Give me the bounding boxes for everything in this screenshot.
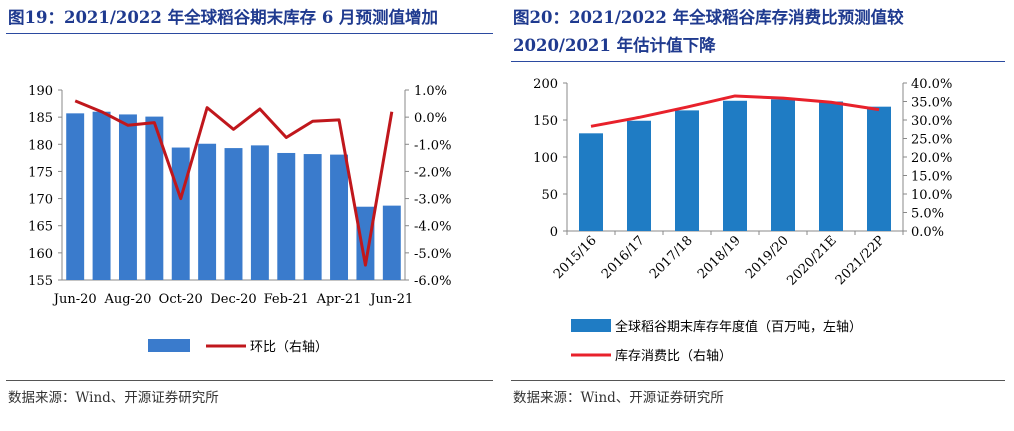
bar-Apr-21 [330,154,349,280]
bar-Jan-21 [250,145,269,280]
figure-20-title-line2: 2020/2021 年估计值下降 [513,36,716,55]
right-y-tick-label: 20.0% [911,151,952,166]
bar-2019/20 [771,99,795,231]
figure-20-chart: 0 50 100 150 200 0.0% 5.0% 10.0% 15.0% 20.0% 25.0%… [533,77,952,364]
figure-19-panel: 图19：2021/2022 年全球稻谷期末库存 6 月预测值增加 155 160 1… [0,0,497,431]
left-y-tick-label: 200 [533,77,558,92]
right-y-tick-label: 40.0% [911,77,952,92]
right-y-tick-label: 35.0% [911,96,952,111]
right-y-tick-label: -1.0% [414,138,451,153]
x-tick-label: 2021/22P [833,233,888,288]
bar-2015/16 [579,133,603,231]
right-y-tick-label: -5.0% [414,247,451,262]
bar-Nov-20 [198,143,217,280]
bar-Dec-20 [224,148,243,280]
right-y-tick-label: 0.0% [414,111,447,126]
x-tick-label: Jun-21 [368,292,413,307]
left-y-tick-label: 50 [541,188,558,203]
right-y-tick-label: 1.0% [414,84,447,99]
figure-20-source: 数据来源：Wind、开源证券研究所 [513,390,724,406]
x-tick-label: 2018/19 [695,233,744,282]
right-y-tick-label: -6.0% [414,274,451,289]
x-tick-label: Dec-20 [210,292,256,307]
source-rule [6,380,493,381]
right-y-tick-label: 25.0% [911,133,952,148]
bar-Feb-21 [277,152,296,280]
bar-Sep-20 [145,116,164,280]
x-tick-label: Oct-20 [159,292,203,307]
x-tick-label: 2019/20 [743,233,792,282]
figure-19-title: 图19：2021/2022 年全球稻谷期末库存 6 月预测值增加 [8,8,439,27]
left-y-tick-label: 0 [550,225,558,240]
left-y-tick-label: 100 [533,151,558,166]
bar-2017/18 [675,110,699,231]
bar-Jul-20 [92,111,111,280]
left-y-tick-label: 155 [28,274,53,289]
right-y-tick-label: -3.0% [414,193,451,208]
x-tick-label: 2016/17 [599,233,648,282]
left-y-tick-label: 190 [28,84,53,99]
legend-bar-label: 全球稻谷期末库存年度值（百万吨，左轴） [615,319,862,335]
bar-2020/21E [819,101,843,231]
left-y-tick-label: 175 [28,165,53,180]
left-y-tick-label: 150 [533,114,558,129]
bar-2018/19 [723,100,747,231]
left-y-tick-label: 180 [28,138,53,153]
figure-19-chart: 155 160 165 170 175 180 185 190 1.0% 0.0% -1.0% -2.… [28,84,451,355]
legend-line-label: 库存消费比（右轴） [615,348,732,364]
right-y-tick-label: 15.0% [911,170,952,185]
left-y-tick-label: 160 [28,247,53,262]
title-rule [6,33,493,34]
figure-20-panel: 图20：2021/2022 年全球稻谷库存消费比预测值较 2020/2021 年… [505,0,1014,431]
x-tick-label: Aug-20 [103,292,151,307]
bar-Mar-21 [303,154,322,280]
bar-2021/22P [867,106,891,231]
title-rule [511,61,1005,62]
left-y-tick-label: 170 [28,193,53,208]
bar-2016/17 [627,120,651,231]
x-tick-label: Jun-20 [52,292,97,307]
bar-May-21 [356,206,375,280]
x-tick-label: 2017/18 [647,233,696,282]
x-tick-label: Apr-21 [316,292,362,307]
bar-Jun-20 [66,113,85,280]
right-y-tick-label: 0.0% [911,225,944,240]
figure-19-source: 数据来源：Wind、开源证券研究所 [8,390,219,406]
left-y-tick-label: 185 [28,111,53,126]
bar-Aug-20 [118,114,137,280]
right-y-tick-label: 10.0% [911,188,952,203]
line-series-stock-to-use [590,94,880,128]
bar-Jun-21 [382,205,401,280]
right-y-tick-label: -4.0% [414,220,451,235]
right-y-tick-label: 30.0% [911,114,952,129]
x-tick-label: Feb-21 [264,292,309,307]
figure-20-title-line1: 图20：2021/2022 年全球稻谷库存消费比预测值较 [513,8,904,27]
legend-bar-swatch [148,339,190,352]
bar-Oct-20 [171,147,190,280]
right-y-tick-label: -2.0% [414,165,451,180]
x-tick-label: 2020/21E [784,233,840,289]
left-y-tick-label: 165 [28,220,53,235]
source-rule [511,380,1005,381]
legend-line-label: 环比（右轴） [250,340,328,355]
legend-bar-swatch [571,319,611,332]
x-tick-label: 2015/16 [551,233,600,282]
line-series-mom [74,99,394,267]
right-y-tick-label: 5.0% [911,207,944,222]
